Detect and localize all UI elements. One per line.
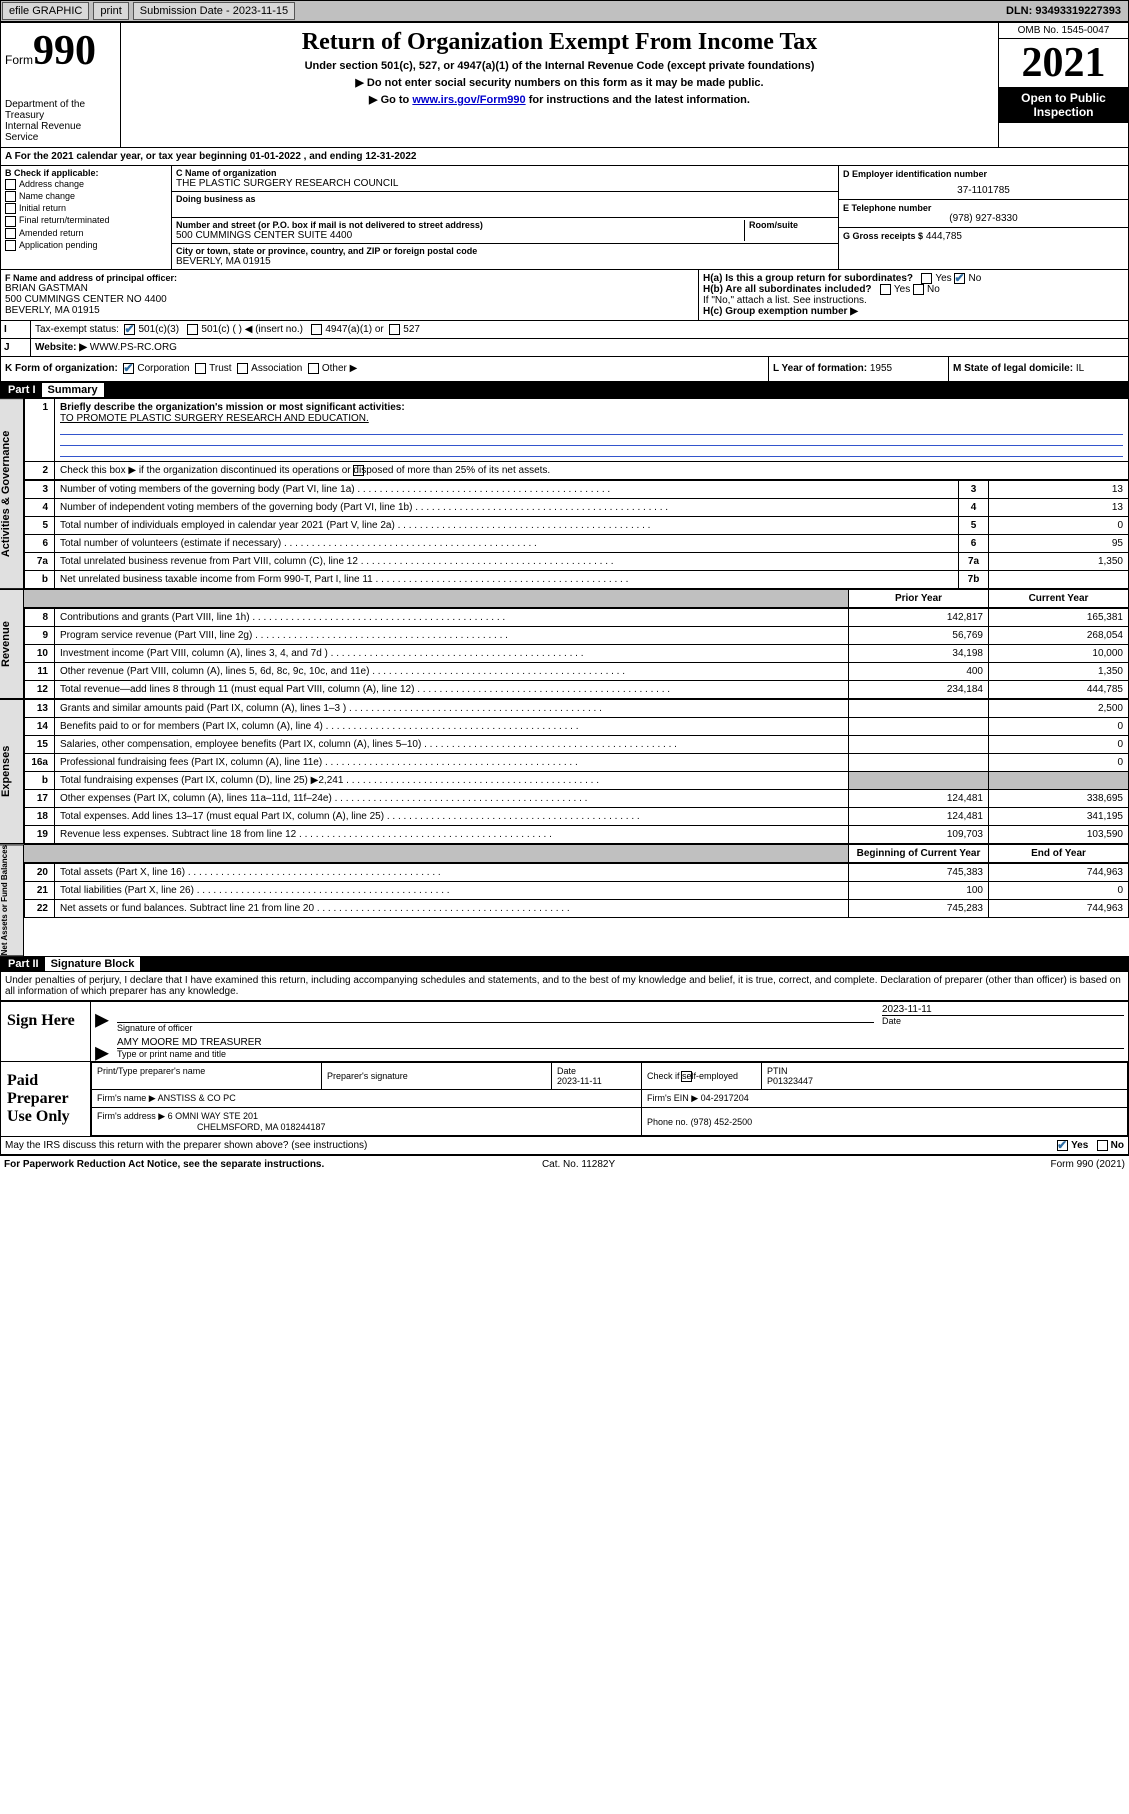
block-j: Website: ▶ WWW.PS-RC.ORG: [31, 339, 1128, 356]
ha-yes[interactable]: [921, 273, 932, 284]
form-subtitle-2: ▶ Do not enter social security numbers o…: [127, 76, 992, 89]
check-initial[interactable]: [5, 203, 16, 214]
firm-addr2: CHELMSFORD, MA 018244187: [197, 1122, 326, 1132]
sign-date: 2023-11-11: [882, 1004, 1124, 1015]
paid-preparer-block: Paid Preparer Use Only Print/Type prepar…: [0, 1062, 1129, 1137]
block-c: C Name of organizationTHE PLASTIC SURGER…: [171, 166, 838, 269]
block-m: M State of legal domicile: IL: [948, 357, 1128, 380]
may-discuss: May the IRS discuss this return with the…: [5, 1140, 367, 1151]
q2-check[interactable]: [353, 465, 364, 476]
officer-name: AMY MOORE MD TREASURER: [117, 1037, 1124, 1048]
period-line: A For the 2021 calendar year, or tax yea…: [1, 148, 420, 165]
form990-link[interactable]: www.irs.gov/Form990: [412, 94, 525, 106]
hb-no[interactable]: [913, 284, 924, 295]
firm-ein: 04-2917204: [701, 1093, 749, 1103]
check-final[interactable]: [5, 216, 16, 227]
i-501c3[interactable]: [124, 324, 135, 335]
mission-text: TO PROMOTE PLASTIC SURGERY RESEARCH AND …: [60, 413, 369, 424]
block-deg: D Employer identification number37-11017…: [838, 166, 1128, 269]
tab-netassets: Net Assets or Fund Balances: [0, 844, 24, 956]
sign-arrow-icon: ▸: [95, 1002, 109, 1036]
sign-here-label: Sign Here: [1, 1002, 91, 1061]
ein: 37-1101785: [843, 185, 1124, 196]
entity-block: B Check if applicable: Address change Na…: [0, 166, 1129, 270]
efile-button[interactable]: efile GRAPHIC: [2, 2, 89, 20]
sign-here-block: Sign Here ▸ Signature of officer 2023-11…: [0, 1001, 1129, 1062]
block-f: F Name and address of principal officer:…: [1, 270, 698, 320]
self-employed-check[interactable]: [681, 1071, 692, 1082]
check-name[interactable]: [5, 191, 16, 202]
check-app[interactable]: [5, 240, 16, 251]
summary-governance: 1Briefly describe the organization's mis…: [24, 398, 1129, 480]
block-l: L Year of formation: 1955: [768, 357, 948, 380]
phone: (978) 927-8330: [843, 213, 1124, 224]
part2-header: Part IISignature Block: [0, 956, 1129, 972]
print-button[interactable]: print: [93, 2, 128, 20]
top-toolbar: efile GRAPHIC print Submission Date - 20…: [0, 0, 1129, 22]
sign-arrow-icon-2: ▸: [95, 1035, 109, 1069]
ha-no[interactable]: [954, 273, 965, 284]
form-subtitle-1: Under section 501(c), 527, or 4947(a)(1)…: [127, 60, 992, 72]
omb-number: OMB No. 1545-0047: [999, 23, 1128, 39]
form-link-line: ▶ Go to www.irs.gov/Form990 for instruct…: [127, 93, 992, 106]
i-501c[interactable]: [187, 324, 198, 335]
tab-expenses: Expenses: [0, 699, 24, 844]
form-number: Form990: [5, 27, 116, 75]
hb-yes[interactable]: [880, 284, 891, 295]
check-amend[interactable]: [5, 228, 16, 239]
may-no[interactable]: [1097, 1140, 1108, 1151]
firm-name: ANSTISS & CO PC: [158, 1093, 236, 1103]
tab-revenue: Revenue: [0, 589, 24, 699]
k-other[interactable]: [308, 363, 319, 374]
block-k: K Form of organization: Corporation Trus…: [1, 357, 768, 380]
check-addr[interactable]: [5, 179, 16, 190]
open-inspection: Open to Public Inspection: [999, 87, 1128, 123]
form-header: Form990 Department of the Treasury Inter…: [0, 22, 1129, 148]
firm-addr1: 6 OMNI WAY STE 201: [168, 1111, 258, 1121]
page-footer: For Paperwork Reduction Act Notice, see …: [0, 1155, 1129, 1173]
gross-receipts: 444,785: [926, 231, 962, 242]
firm-phone: (978) 452-2500: [691, 1117, 753, 1127]
may-yes[interactable]: [1057, 1140, 1068, 1151]
paid-preparer-label: Paid Preparer Use Only: [1, 1062, 91, 1136]
dln: DLN: 93493319227393: [1000, 3, 1127, 19]
part1-header: Part ISummary: [0, 382, 1129, 398]
preparer-date: 2023-11-11: [557, 1076, 636, 1086]
i-4947[interactable]: [311, 324, 322, 335]
tax-year: 2021: [999, 39, 1128, 87]
k-trust[interactable]: [195, 363, 206, 374]
submission-date: Submission Date - 2023-11-15: [133, 2, 295, 20]
org-street: 500 CUMMINGS CENTER SUITE 4400: [176, 230, 744, 241]
k-corp[interactable]: [123, 363, 134, 374]
row-i-label: I: [1, 321, 31, 338]
dept-label: Department of the Treasury: [5, 99, 116, 121]
irs-label: Internal Revenue Service: [5, 121, 116, 143]
org-city: BEVERLY, MA 01915: [176, 256, 834, 267]
block-i: Tax-exempt status: 501(c)(3) 501(c) ( ) …: [31, 321, 1128, 338]
form-title: Return of Organization Exempt From Incom…: [127, 29, 992, 56]
k-assoc[interactable]: [237, 363, 248, 374]
i-527[interactable]: [389, 324, 400, 335]
ptin: P01323447: [767, 1076, 1122, 1086]
tab-governance: Activities & Governance: [0, 398, 24, 589]
org-name: THE PLASTIC SURGERY RESEARCH COUNCIL: [176, 178, 834, 189]
declaration: Under penalties of perjury, I declare th…: [0, 972, 1129, 1001]
row-j-label: J: [1, 339, 31, 356]
block-b: B Check if applicable: Address change Na…: [1, 166, 171, 269]
block-h: H(a) Is this a group return for subordin…: [698, 270, 1128, 320]
